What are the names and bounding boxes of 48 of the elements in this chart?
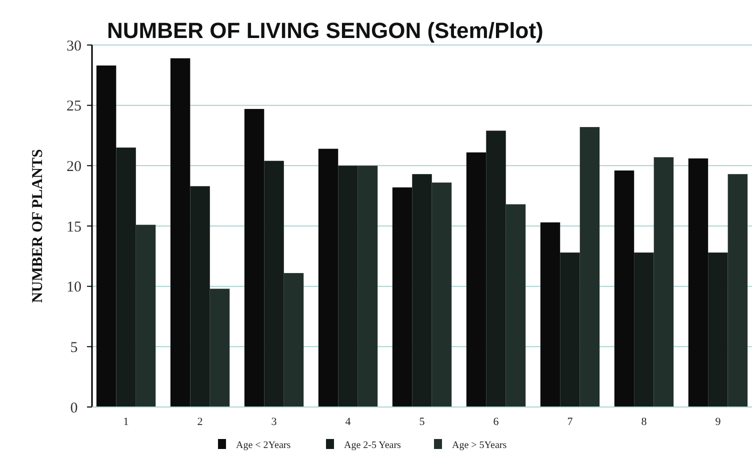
- y-tick-label: 25: [66, 98, 82, 115]
- bar: [634, 252, 654, 407]
- bar: [580, 127, 600, 407]
- y-tick-label: 30: [66, 38, 82, 54]
- y-tick-label: 20: [66, 158, 82, 175]
- bar: [96, 66, 116, 407]
- y-tick-label: 0: [70, 400, 78, 416]
- y-tick-label: 10: [66, 280, 82, 296]
- x-tick-label: 8: [641, 416, 648, 428]
- bar: [540, 222, 560, 407]
- y-tick-label: 5: [70, 340, 78, 356]
- x-tick-label: 6: [493, 416, 500, 428]
- bar: [506, 204, 526, 407]
- bar: [210, 288, 230, 407]
- legend-label: Age < 2Years: [236, 440, 291, 451]
- bar: [116, 148, 136, 407]
- bar: [244, 108, 264, 407]
- bar: [688, 158, 708, 407]
- bar: [708, 252, 728, 407]
- bar: [284, 273, 304, 407]
- bar: [614, 170, 634, 407]
- legend-label: Age 2-5 Years: [344, 440, 402, 451]
- x-tick-label: 4: [345, 416, 352, 428]
- bar: [190, 186, 210, 407]
- bar: [654, 157, 674, 407]
- bar: [486, 130, 506, 407]
- x-tick-label: 2: [197, 416, 203, 428]
- x-tick-label: 7: [567, 416, 574, 428]
- bar: [412, 174, 432, 407]
- x-tick-label: 5: [419, 416, 426, 428]
- y-tick-label: 15: [66, 219, 82, 236]
- bar: [358, 166, 378, 407]
- bar: [264, 160, 284, 407]
- legend-label: Age > 5Years: [452, 440, 507, 451]
- chart-title: NUMBER OF LIVING SENGON (Stem/Plot): [107, 18, 544, 43]
- bar: [136, 224, 156, 407]
- bar: [338, 166, 358, 407]
- bar: [318, 148, 338, 407]
- bar: [170, 58, 190, 407]
- y-axis-title: NUMBER OF PLANTS: [30, 149, 46, 303]
- bar: [392, 187, 412, 407]
- bar: [432, 182, 452, 407]
- x-tick-label: 1: [123, 416, 129, 428]
- bar: [560, 252, 580, 407]
- bar: [466, 152, 486, 407]
- x-tick-label: 9: [715, 416, 722, 428]
- x-tick-label: 3: [271, 416, 278, 428]
- bar: [728, 174, 748, 407]
